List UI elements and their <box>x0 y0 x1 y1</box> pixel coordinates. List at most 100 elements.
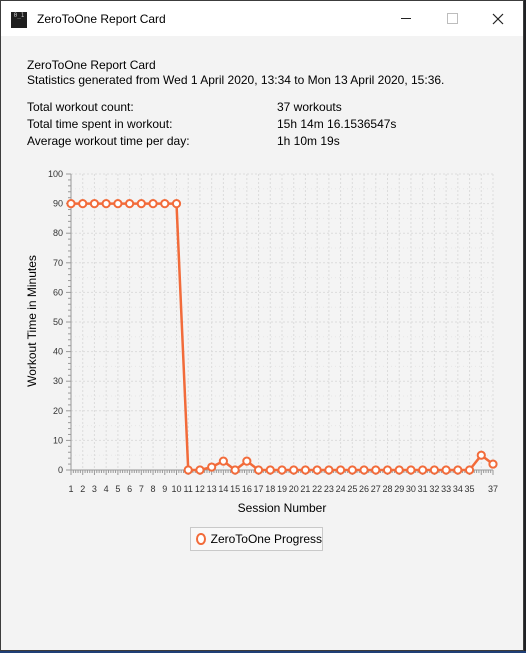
x-tick-label: 30 <box>406 484 416 494</box>
y-tick-labels: 0 10 20 30 40 50 60 70 80 90 100 <box>48 169 63 475</box>
window-title: ZeroToOne Report Card <box>37 12 166 26</box>
data-point <box>183 465 193 475</box>
data-point <box>125 199 135 209</box>
stat-label-workout-count: Total workout count: <box>27 100 134 114</box>
x-tick-label: 5 <box>115 484 120 494</box>
x-tick-label: 37 <box>488 484 498 494</box>
x-tick-label: 9 <box>162 484 167 494</box>
x-tick-label: 32 <box>429 484 439 494</box>
data-point <box>289 465 299 475</box>
y-tick-label: 20 <box>53 406 63 416</box>
data-point <box>207 462 217 472</box>
x-tick-label: 25 <box>347 484 357 494</box>
minimize-button[interactable] <box>383 1 429 36</box>
data-point <box>253 465 264 475</box>
data-point <box>136 199 146 209</box>
x-tick-label: 31 <box>418 484 428 494</box>
stat-label-total-time: Total time spent in workout: <box>27 117 173 131</box>
x-tick-label: 22 <box>312 484 322 494</box>
data-point <box>265 465 275 475</box>
y-tick-label: 80 <box>53 228 63 238</box>
data-point <box>441 465 451 475</box>
series-points <box>66 199 498 475</box>
maximize-button[interactable] <box>429 1 475 36</box>
data-point <box>78 199 88 209</box>
data-point <box>89 199 100 209</box>
x-tick-label: 7 <box>139 484 144 494</box>
data-point <box>488 459 498 469</box>
x-tick-label: 11 <box>184 484 193 494</box>
x-tick-label: 33 <box>441 484 451 494</box>
data-point <box>347 465 357 475</box>
data-point <box>171 199 182 209</box>
x-tick-label: 28 <box>382 484 392 494</box>
data-point <box>394 465 404 475</box>
title-bar[interactable]: 0_1 ZeroToOne Report Card <box>1 1 523 36</box>
data-point <box>113 199 123 209</box>
x-tick-label: 26 <box>359 484 369 494</box>
data-point <box>148 199 158 209</box>
data-point <box>160 199 170 209</box>
x-tick-labels: 1 2 3 4 5 6 7 8 9 10 11 12 13 14 15 16 17 18 19 20 21 22 23 24 2… <box>68 484 498 494</box>
y-axis-label: Workout Time in Minutes <box>25 255 39 387</box>
x-tick-label: 14 <box>218 484 228 494</box>
x-tick-label: 13 <box>207 484 217 494</box>
minimize-icon <box>401 18 411 19</box>
data-point <box>324 465 334 475</box>
x-tick-label: 19 <box>277 484 287 494</box>
data-point <box>359 465 369 475</box>
chart-legend: ZeroToOne Progress <box>190 527 323 551</box>
x-tick-label: 29 <box>394 484 404 494</box>
x-tick-label: 2 <box>80 484 85 494</box>
data-point <box>429 465 439 475</box>
chart-grid <box>70 173 494 471</box>
data-point <box>476 450 486 460</box>
stat-value-total-time: 15h 14m 16.1536547s <box>277 117 397 131</box>
close-button[interactable] <box>475 1 521 36</box>
data-point <box>453 465 463 475</box>
x-tick-label: 35 <box>465 484 475 494</box>
app-icon: 0_1 <box>11 12 27 28</box>
x-tick-label: 34 <box>453 484 463 494</box>
report-subtitle: Statistics generated from Wed 1 April 20… <box>27 73 445 87</box>
data-point <box>242 456 252 466</box>
data-point <box>464 465 475 475</box>
data-point <box>218 456 228 466</box>
y-tick-label: 90 <box>53 199 63 209</box>
x-tick-label: 23 <box>324 484 334 494</box>
x-tick-label: 15 <box>230 484 240 494</box>
maximize-icon <box>446 13 458 24</box>
data-point <box>230 465 240 475</box>
data-point <box>312 465 322 475</box>
y-tick-label: 60 <box>53 287 63 297</box>
stat-label-average-time: Average workout time per day: <box>27 134 190 148</box>
data-point <box>382 465 393 475</box>
x-tick-label: 4 <box>104 484 109 494</box>
x-tick-label: 17 <box>254 484 264 494</box>
close-icon <box>492 13 504 24</box>
x-tick-label: 6 <box>127 484 132 494</box>
data-point <box>336 465 346 475</box>
report-content: ZeroToOne Report Card Statistics generat… <box>1 36 523 650</box>
chart-axes <box>66 173 494 475</box>
y-tick-label: 70 <box>53 258 63 268</box>
y-tick-label: 100 <box>48 169 63 179</box>
data-point <box>418 465 428 475</box>
y-tick-label: 0 <box>58 465 63 475</box>
y-tick-label: 30 <box>53 376 63 386</box>
report-title: ZeroToOne Report Card <box>27 58 156 72</box>
x-tick-label: 18 <box>265 484 275 494</box>
taskbar-edge <box>0 651 526 653</box>
data-point <box>195 465 205 475</box>
data-point <box>66 199 76 209</box>
y-tick-label: 10 <box>53 435 63 445</box>
data-point <box>277 465 287 475</box>
stat-value-average-time: 1h 10m 19s <box>277 134 340 148</box>
x-tick-label: 8 <box>151 484 156 494</box>
x-tick-label: 20 <box>289 484 299 494</box>
data-point <box>406 465 416 475</box>
y-tick-label: 50 <box>53 317 63 327</box>
x-tick-label: 24 <box>336 484 346 494</box>
